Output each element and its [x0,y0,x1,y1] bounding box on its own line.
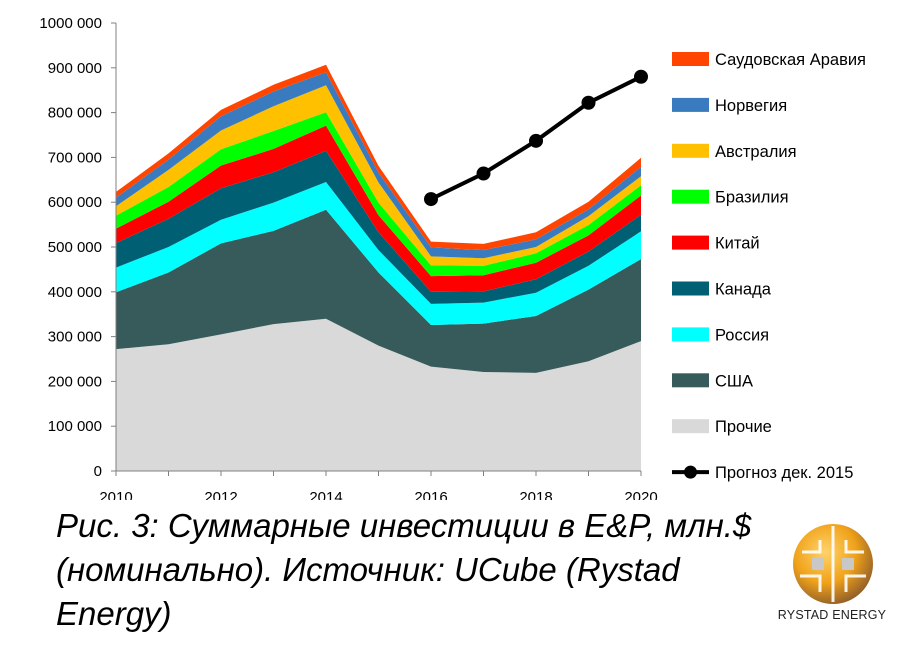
x-tick-label: 2018 [519,489,552,500]
x-tick-label: 2016 [414,489,447,500]
y-tick-label: 800 000 [48,105,102,122]
legend-label: Саудовская Аравия [715,51,866,69]
legend-swatch [672,52,709,66]
logo-text: RYSTAD ENERGY [777,608,887,622]
area-series-6 [116,85,641,266]
legend-forecast-marker [684,465,697,479]
y-tick-label: 400 000 [48,284,102,301]
area-series-1 [116,209,641,373]
y-tick-label: 900 000 [48,60,102,77]
legend: Саудовская Аравия Норвегия Австралия Бразил… [672,51,866,482]
y-tick-label: 200 000 [48,373,102,390]
y-tick-label: 300 000 [48,329,102,346]
logo-block-left [812,558,824,570]
rystad-logo [793,524,873,604]
legend-label: США [715,372,753,390]
forecast-point [476,166,491,181]
area-series-4 [116,125,641,292]
x-tick-label: 2014 [309,489,342,500]
x-tick-label: 2012 [204,489,237,500]
y-tick-label: 100 000 [48,418,102,435]
legend-swatch [672,419,709,434]
y-tick-label: 500 000 [48,239,102,256]
legend-label: Китай [715,235,760,253]
logo-grid-top [802,540,864,554]
legend-label: Прочие [715,418,772,436]
forecast-point [424,192,438,207]
legend-swatch [672,373,709,388]
axes: 0 100 000 200 000 300 000 400 000 500 000 600 … [39,15,657,500]
legend-label: Канада [715,281,772,299]
legend-swatch [672,281,709,296]
forecast-point [529,133,543,148]
x-tick-label: 2020 [624,489,657,500]
forecast-line [424,69,648,207]
area-series-0 [116,318,641,471]
legend-label: Прогноз дек. 2015 [715,464,853,482]
area-layers [116,64,641,471]
legend-swatch [672,97,709,112]
legend-swatch [672,143,709,158]
logo-grid-bottom [800,574,866,592]
legend-label: Норвегия [715,97,787,115]
area-series-5 [116,112,641,277]
y-tick-label: 600 000 [48,194,102,211]
figure-caption: Рис. 3: Суммарные инвестиции в E&P, млн.… [56,507,752,632]
forecast-point [581,95,596,110]
legend-swatch [672,235,709,250]
legend-label: Россия [715,326,769,344]
y-tick-label: 0 [94,463,102,480]
legend-label: Австралия [715,143,797,161]
logo-block-right [842,558,854,570]
y-tick-label: 1000 000 [39,15,102,32]
x-tick-label: 2010 [99,489,132,500]
y-tick-label: 700 000 [48,149,102,166]
area-series-3 [116,150,641,304]
chart: 0 100 000 200 000 300 000 400 000 500 000 600 … [39,15,866,500]
area-series-2 [116,182,641,325]
legend-swatch [672,327,709,342]
forecast-point [634,69,648,84]
legend-swatch [672,189,709,204]
legend-label: Бразилия [715,189,789,207]
